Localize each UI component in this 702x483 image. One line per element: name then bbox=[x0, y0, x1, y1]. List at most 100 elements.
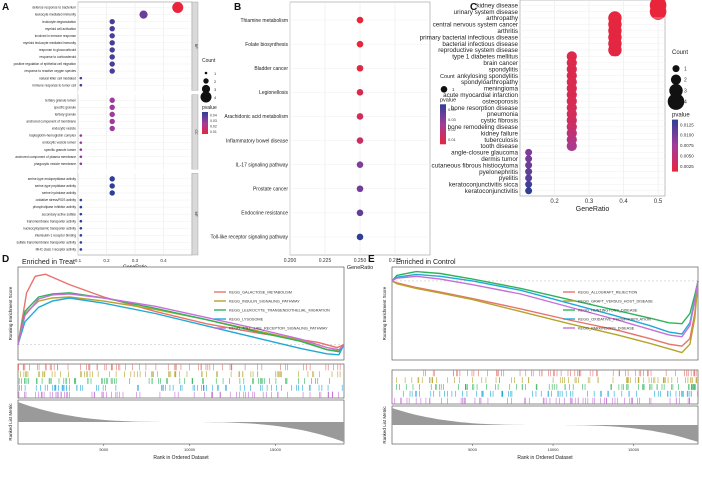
term-label: Endocrine resistance bbox=[241, 211, 288, 217]
y-axis-label-rank: Ranked List Metric bbox=[382, 406, 387, 444]
x-tick-label: 0.5 bbox=[654, 199, 663, 205]
x-axis-label: Rank in Ordered Dataset bbox=[517, 455, 573, 461]
y-axis-label-es: Running Enrichment Score bbox=[8, 286, 13, 340]
term-label: pyelitis bbox=[499, 175, 518, 182]
term-label: IL-17 signaling pathway bbox=[235, 162, 288, 168]
x-tick-label: 0.1 bbox=[75, 258, 82, 263]
term-label: kidney failure bbox=[481, 130, 519, 137]
term-label: central nervous system cancer bbox=[433, 22, 518, 29]
term-label: serine-type endopeptidase activity bbox=[28, 177, 77, 181]
legend-label: KEGG_GALACTOSE_METABOLISM bbox=[229, 290, 292, 294]
x-tick-label: 0.250 bbox=[354, 258, 367, 264]
term-label: brain cancer bbox=[483, 60, 518, 67]
es-panel bbox=[391, 266, 699, 361]
x-tick-label: 0.225 bbox=[319, 258, 332, 264]
legend-label: KEGG_PARKINSONS_DISEASE bbox=[578, 326, 635, 330]
data-point bbox=[356, 64, 364, 72]
term-label: MHC class I receptor activity bbox=[36, 248, 77, 252]
legend-size-label: 3 bbox=[684, 89, 687, 95]
legend-label: KEGG_ALLOGRAFT_REJECTION bbox=[578, 290, 638, 294]
x-tick-label: 10000 bbox=[184, 447, 196, 452]
x-tick-label: 0.200 bbox=[284, 258, 297, 264]
term-label: osteoporosis bbox=[482, 98, 518, 105]
data-point bbox=[356, 185, 364, 193]
panel-letter: E bbox=[368, 254, 375, 265]
term-label: myeloid leukocyte mediated immunity bbox=[23, 41, 76, 45]
data-point bbox=[109, 61, 115, 67]
legend-size-dot bbox=[203, 78, 209, 84]
x-axis-label: GeneRatio bbox=[347, 265, 373, 271]
series-line bbox=[391, 280, 699, 347]
legend-size-label: 1 bbox=[452, 87, 455, 92]
data-point bbox=[79, 162, 83, 166]
legend-color-bar bbox=[202, 112, 208, 134]
term-label: bacterial infectious disease bbox=[442, 41, 518, 48]
term-label: tertiary granule bbox=[55, 112, 76, 116]
data-point bbox=[109, 47, 115, 53]
term-label: response to glucocorticoid bbox=[39, 48, 76, 52]
y-axis-label-es: Running Enrichment Score bbox=[382, 286, 387, 340]
term-label: involved in immune response bbox=[35, 34, 77, 38]
x-axis-label: Rank in Ordered Dataset bbox=[153, 455, 209, 461]
term-label: angle-closure glaucoma bbox=[451, 150, 518, 157]
term-label: Bladder cancer bbox=[254, 66, 288, 72]
term-label: ankylosing spondylitis bbox=[457, 73, 518, 80]
term-label: pyelonephritis bbox=[479, 169, 518, 176]
data-point bbox=[79, 148, 83, 151]
series-line bbox=[17, 293, 345, 351]
data-point bbox=[356, 113, 364, 120]
term-label: Toll-like receptor signaling pathway bbox=[210, 235, 288, 241]
data-point bbox=[79, 76, 83, 80]
legend-size-dot bbox=[669, 83, 683, 98]
term-label: leukocyte degranulation bbox=[42, 20, 76, 24]
x-tick-label: 15000 bbox=[628, 447, 640, 452]
legend-pvalue-tick: 0.01 bbox=[210, 130, 217, 134]
legend-label: KEGG_TOLL_LIKE_RECEPTOR_SIGNALING_PATHWA… bbox=[229, 326, 328, 330]
series-line bbox=[17, 292, 345, 353]
data-point bbox=[79, 134, 83, 137]
legend-pvalue-tick: 0.04 bbox=[448, 107, 457, 112]
rank-metric-area bbox=[392, 408, 698, 442]
data-point bbox=[79, 241, 83, 244]
data-point bbox=[608, 43, 622, 57]
legend-pvalue-tick: 0.02 bbox=[448, 127, 457, 132]
term-label: kidney disease bbox=[476, 2, 518, 9]
term-label: acute myocardial infarction bbox=[443, 92, 518, 99]
term-label: anchored component of plasma membrane bbox=[15, 155, 76, 159]
legend-size-dot bbox=[204, 71, 208, 75]
data-point bbox=[525, 155, 533, 163]
term-label: Inflammatory bowel disease bbox=[226, 138, 288, 144]
data-point bbox=[79, 226, 83, 230]
data-point bbox=[356, 16, 364, 24]
legend-pvalue-tick: 0.02 bbox=[210, 124, 217, 128]
data-point bbox=[109, 68, 115, 74]
hit-panel bbox=[391, 369, 699, 405]
x-tick-label: 5000 bbox=[468, 447, 478, 452]
term-label: response to reactive oxygen species bbox=[24, 69, 76, 73]
legend-pvalue-tick: 0.0075 bbox=[680, 143, 694, 148]
data-point bbox=[525, 174, 533, 182]
series-line bbox=[17, 273, 345, 349]
legend-pvalue-tick: 0.0100 bbox=[680, 133, 694, 138]
term-label: response to corticosteroid bbox=[40, 55, 77, 59]
data-point bbox=[109, 104, 115, 111]
legend-label: KEGG_LYSOSOME bbox=[229, 317, 264, 321]
facet-label: MF bbox=[194, 212, 198, 217]
legend-label: KEGG_LEUKOCYTE_TRANSENDOTHELIAL_MIGRATIO… bbox=[229, 308, 330, 312]
term-label: immune response to tumor cell bbox=[32, 83, 76, 87]
data-point bbox=[356, 137, 364, 144]
facet-strip bbox=[191, 173, 199, 256]
data-point bbox=[356, 161, 364, 168]
term-label: tooth disease bbox=[481, 143, 519, 150]
legend-pvalue-tick: 0.03 bbox=[448, 117, 457, 122]
legend-pvalue-tick: 0.0050 bbox=[680, 154, 694, 159]
term-label: pneumonia bbox=[487, 111, 519, 118]
term-label: bone resorption disease bbox=[451, 105, 519, 112]
legend-size-dot bbox=[201, 84, 211, 94]
data-point bbox=[79, 234, 83, 237]
series-line bbox=[391, 280, 699, 354]
plot-area bbox=[519, 0, 666, 197]
term-label: haptoglobin-hemoglobin complex bbox=[29, 134, 76, 138]
data-point bbox=[139, 10, 148, 19]
